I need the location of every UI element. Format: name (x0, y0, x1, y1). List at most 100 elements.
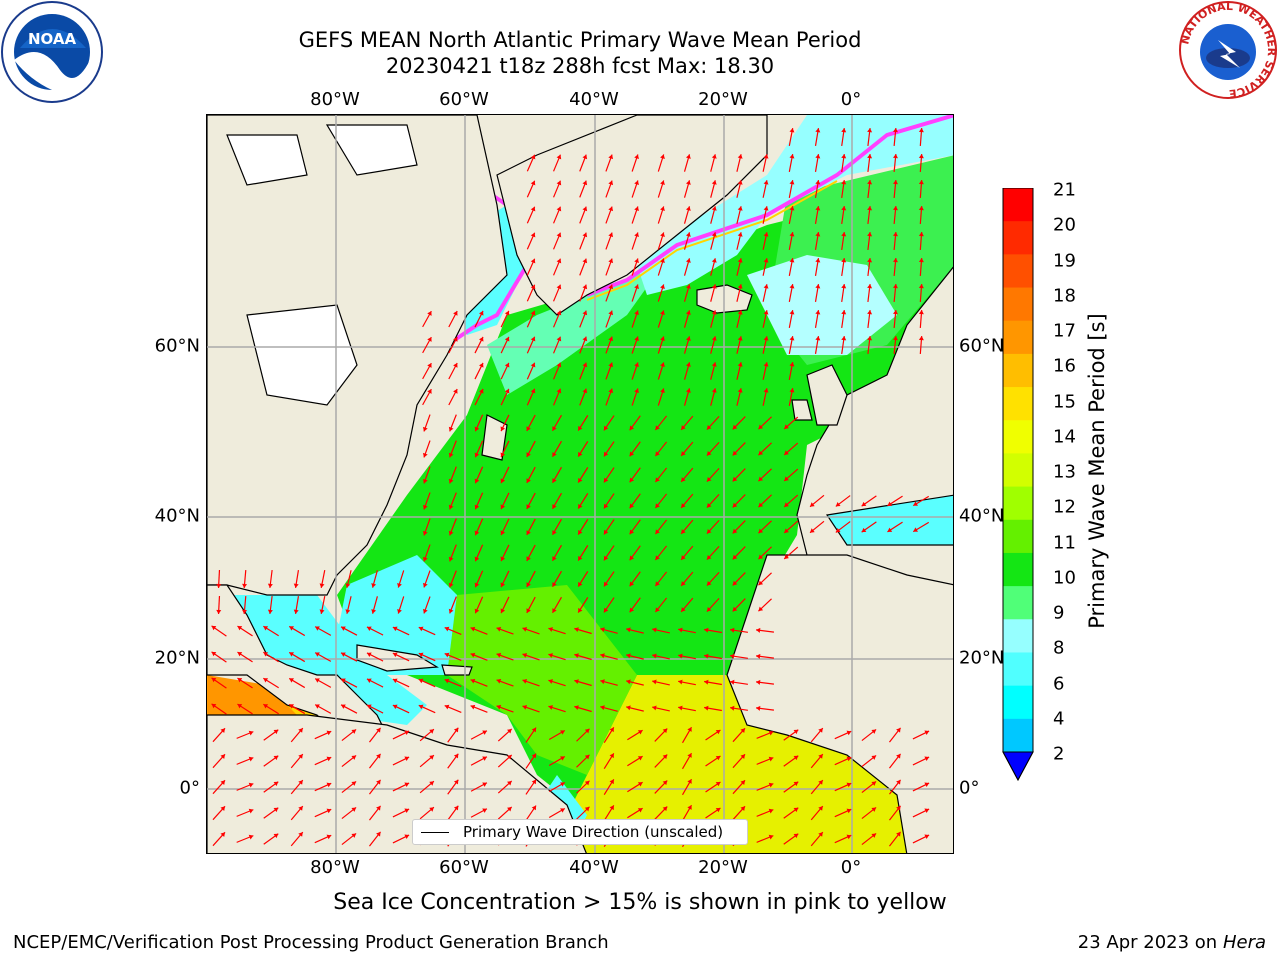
wave-arrow (732, 598, 746, 612)
wave-arrow (447, 805, 459, 821)
wave-arrow (706, 415, 720, 431)
wave-arrow (888, 753, 902, 769)
colorbar-cell (1003, 552, 1033, 587)
wave-arrow (526, 154, 536, 172)
wave-arrow (422, 310, 432, 328)
wave-arrow (288, 703, 306, 715)
wave-arrow (474, 544, 484, 562)
wave-arrow (500, 466, 510, 484)
wave-arrow (211, 651, 227, 663)
wave-arrow (553, 336, 562, 354)
wave-arrow (888, 779, 902, 795)
wave-arrow (526, 206, 536, 224)
wave-arrow (736, 258, 743, 276)
wave-arrow (605, 310, 614, 328)
wave-arrow (371, 570, 378, 588)
wave-arrow (341, 806, 357, 820)
wave-arrow (526, 414, 536, 432)
wave-arrow (500, 362, 510, 380)
wave-arrow (422, 336, 432, 354)
colorbar-title: Primary Wave Mean Period [s] (1085, 313, 1109, 629)
wave-arrow (288, 625, 306, 637)
wave-arrow (551, 414, 563, 432)
wave-arrow (474, 440, 484, 458)
wave-arrow (788, 362, 795, 380)
wave-arrow (834, 756, 852, 766)
wave-arrow (706, 545, 720, 561)
wave-arrow (680, 415, 694, 431)
wave-arrow (867, 283, 873, 303)
wave-arrow (652, 679, 670, 686)
wave-arrow (605, 362, 614, 380)
lon-label-bottom: 20°W (698, 857, 748, 878)
wave-arrow (448, 544, 457, 562)
wave-arrow (444, 626, 462, 636)
wave-arrow (474, 570, 484, 588)
wave-arrow (683, 154, 691, 172)
wave-arrow (654, 754, 668, 768)
colorbar-tick-label: 19 (1053, 250, 1076, 271)
wave-arrow (706, 519, 720, 535)
wave-arrow (710, 336, 717, 354)
wave-arrow (576, 728, 590, 742)
wave-arrow (627, 755, 643, 767)
lat-label-left: 20°N (154, 647, 200, 669)
wave-arrow (654, 493, 668, 509)
wave-arrow (605, 284, 614, 302)
wave-arrow (448, 414, 457, 432)
wave-arrow (626, 627, 644, 634)
wave-arrow (553, 206, 562, 224)
lat-label-left: 60°N (154, 335, 200, 357)
wave-arrow (263, 755, 279, 767)
colorbar-tick-label: 14 (1053, 426, 1076, 448)
wave-arrow (341, 728, 357, 742)
wave-arrow (783, 729, 799, 741)
wave-arrow (631, 180, 639, 198)
wave-arrow (525, 753, 537, 769)
wave-arrow (419, 806, 435, 820)
wave-arrow (678, 705, 696, 712)
wave-arrow (522, 679, 540, 687)
wave-arrow (448, 518, 457, 536)
wave-arrow (704, 627, 722, 634)
wave-arrow (392, 782, 410, 792)
wave-arrow (631, 232, 639, 250)
wave-arrow (788, 232, 795, 250)
wave-arrow (288, 677, 306, 689)
wave-arrow (522, 653, 540, 661)
wave-arrow (579, 362, 588, 380)
wave-arrow (892, 257, 898, 277)
wave-arrow (758, 468, 772, 482)
wave-arrow (526, 518, 536, 536)
wave-arrow (474, 414, 484, 432)
wave-arrow (341, 780, 357, 794)
wave-arrow (551, 544, 563, 562)
wave-arrow (496, 678, 514, 687)
wave-arrow (755, 627, 775, 633)
wave-arrow (783, 781, 799, 793)
wave-arrow (710, 258, 717, 276)
colorbar-cell (1003, 221, 1033, 255)
colorbar-cell (1003, 586, 1033, 620)
wave-arrow (548, 755, 566, 767)
wave-arrow (680, 493, 694, 509)
wave-arrow (629, 545, 641, 561)
wave-arrow (577, 493, 589, 509)
wave-arrow (867, 335, 873, 355)
colorbar-tick-label: 21 (1053, 179, 1076, 201)
wave-arrow (627, 781, 643, 793)
wave-arrow (657, 336, 665, 354)
wave-arrow (810, 805, 824, 821)
lon-label-top: 80°W (310, 89, 360, 110)
wave-arrow (814, 258, 821, 276)
wave-arrow (392, 626, 410, 636)
wave-arrow (263, 781, 279, 793)
wave-arrow (422, 362, 432, 380)
wave-arrow (705, 729, 721, 741)
wave-arrow (470, 730, 488, 740)
wave-arrow (783, 755, 799, 767)
wave-arrow (704, 653, 722, 660)
wave-arrow (736, 206, 743, 224)
wave-arrow (705, 807, 721, 819)
wave-arrow (236, 808, 254, 817)
